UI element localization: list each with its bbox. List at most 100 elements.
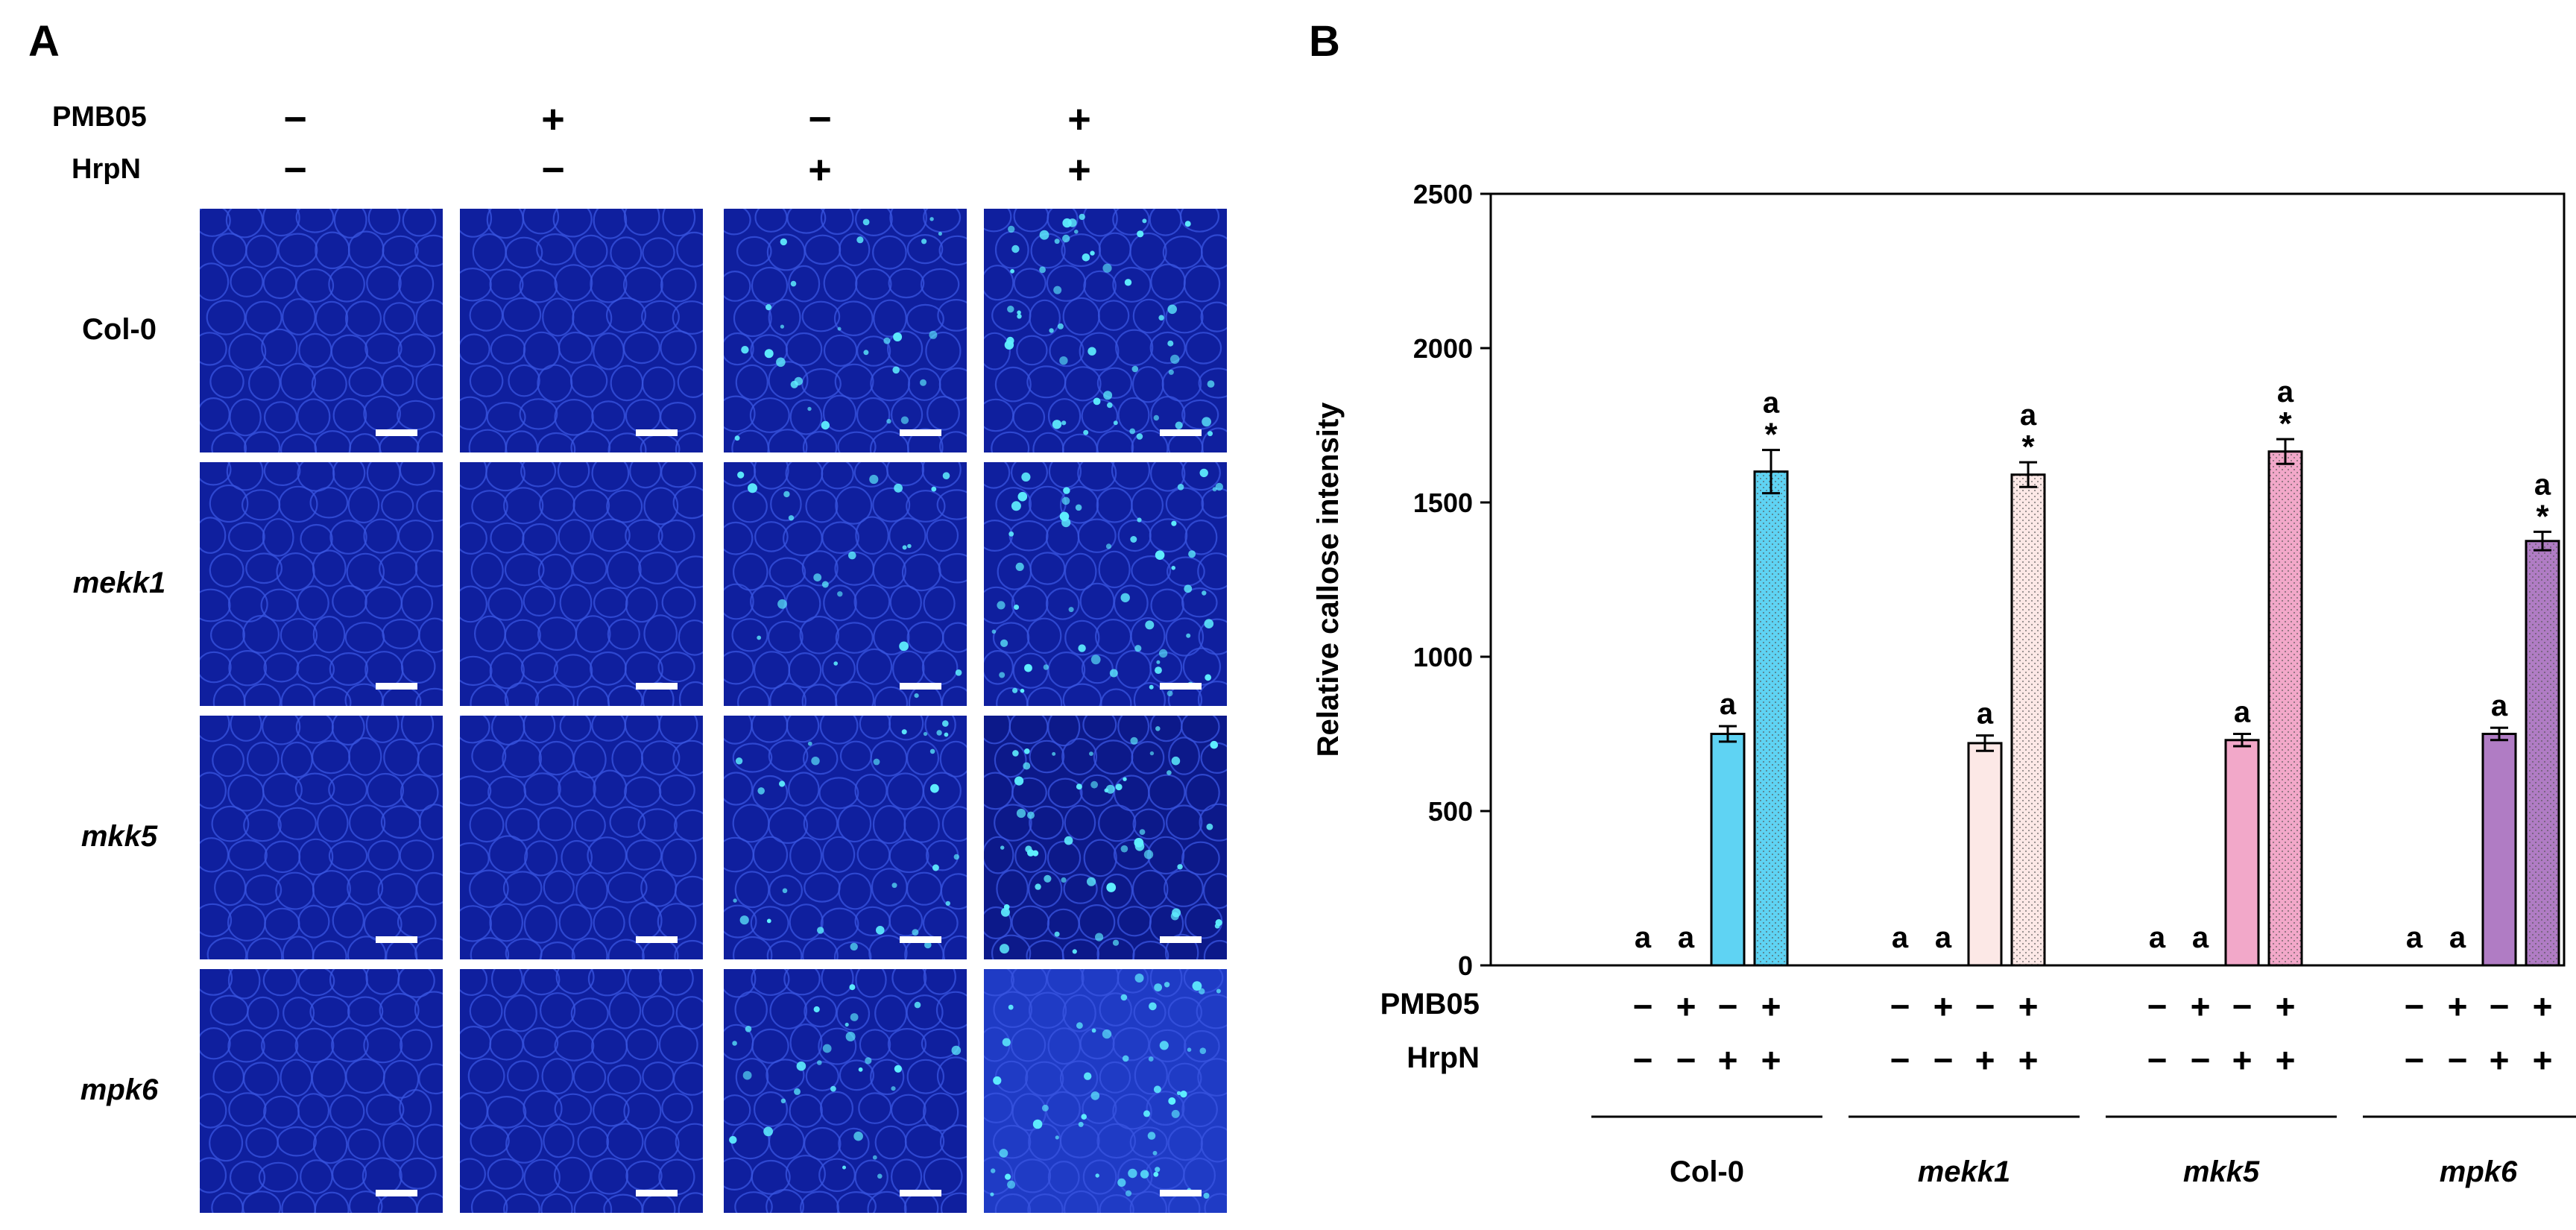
- significance-letter: a: [1977, 698, 1994, 731]
- scale-bar: [636, 429, 678, 436]
- micrograph-row-label-3: mkk5: [80, 819, 158, 853]
- treatment-sign-pmb05: +: [1761, 987, 1781, 1026]
- group-label-mkk5: mkk5: [2183, 1155, 2260, 1188]
- hrpn-sign-col-3: +: [808, 148, 832, 192]
- treatment-sign-pmb05: −: [1975, 987, 1995, 1026]
- treatment-sign-hrpn: +: [2232, 1041, 2253, 1079]
- scale-bar: [900, 936, 941, 943]
- scale-bar: [1160, 429, 1202, 436]
- bar-mekk1-3: [1967, 742, 2003, 967]
- treatment-sign-pmb05: −: [1890, 987, 1910, 1026]
- significance-letter: a: [2277, 376, 2294, 409]
- micrograph-2-4: [984, 462, 1227, 706]
- significance-letter: a: [1720, 688, 1737, 721]
- micrograph-4-3: [724, 969, 967, 1213]
- micrograph-2-3: [724, 462, 967, 706]
- micrograph-1-3: [724, 209, 967, 452]
- scale-bar: [636, 936, 678, 943]
- scale-bar: [900, 1190, 941, 1196]
- treatment-sign-hrpn: +: [2533, 1041, 2553, 1079]
- group-label-Col-0: Col-0: [1670, 1155, 1744, 1188]
- scale-bar: [376, 1190, 417, 1196]
- micrograph-4-1: [200, 969, 443, 1213]
- micrograph-1-2: [460, 209, 703, 452]
- micrograph-row-label-4: mpk6: [80, 1073, 159, 1106]
- scale-bar: [1160, 1190, 1202, 1196]
- hrpn-sign-col-2: −: [541, 148, 565, 192]
- scale-bar: [1160, 683, 1202, 690]
- significance-letter: a: [2192, 921, 2209, 954]
- micrograph-3-2: [460, 716, 703, 959]
- treatment-sign-pmb05: −: [1718, 987, 1738, 1026]
- significance-letter: a: [2234, 696, 2251, 729]
- y-axis-label: Relative callose intensity: [1312, 402, 1345, 757]
- treatment-sign-pmb05: +: [1933, 987, 1954, 1026]
- bar-Col-0-3: [1710, 733, 1746, 967]
- treatment-sign-hrpn: −: [1890, 1041, 1910, 1079]
- scale-bar: [376, 429, 417, 436]
- y-tick-label: 0: [1458, 950, 1473, 981]
- significance-letter: a: [1892, 921, 1909, 954]
- group-label-mekk1: mekk1: [1918, 1155, 2011, 1188]
- treatment-sign-pmb05: +: [2533, 987, 2553, 1026]
- significance-letter: a: [1935, 921, 1952, 954]
- scale-bar: [376, 683, 417, 690]
- treatment-sign-hrpn: −: [2405, 1041, 2425, 1079]
- bar-Col-0-4: [1753, 470, 1789, 967]
- hrpn-sign-col-1: −: [283, 148, 307, 192]
- bar-mpk6-3: [2481, 733, 2517, 967]
- micrograph-1-4: [984, 209, 1227, 452]
- y-tick-label: 500: [1428, 796, 1473, 827]
- treatment-sign-pmb05: −: [2405, 987, 2425, 1026]
- callose-bar-chart: 0 500 1000 1500 2000 2500 Relative callose int…: [1312, 179, 2576, 1188]
- treatment-sign-hrpn: −: [2147, 1041, 2168, 1079]
- significance-letter: a: [2534, 468, 2551, 501]
- bar-mkk5-4: [2267, 450, 2303, 967]
- micrograph-1-1: [200, 209, 443, 452]
- panel-a-label: A: [28, 17, 60, 66]
- treatment-sign-pmb05: −: [2490, 987, 2510, 1026]
- panel-b-label: B: [1309, 17, 1340, 66]
- treatment-sign-hrpn: −: [1676, 1041, 1696, 1079]
- hrpn-sign-col-4: +: [1067, 148, 1091, 192]
- bar-mkk5-3: [2224, 739, 2260, 967]
- y-tick-label: 1000: [1413, 642, 1473, 672]
- treatment-sign-hrpn: +: [2018, 1041, 2039, 1079]
- scale-bar: [376, 936, 417, 943]
- micrograph-2-2: [460, 462, 703, 706]
- significance-star: *: [2021, 429, 2035, 465]
- micrograph-4-4: [984, 969, 1227, 1213]
- significance-letter: a: [1678, 921, 1695, 954]
- pmb05-sign-col-3: −: [808, 97, 832, 142]
- significance-star: *: [2536, 498, 2549, 534]
- chart-pmb05-label: PMB05: [1380, 988, 1480, 1021]
- treatment-sign-hrpn: −: [1933, 1041, 1954, 1079]
- scale-bar: [900, 429, 941, 436]
- treatment-sign-pmb05: +: [2448, 987, 2468, 1026]
- treatment-sign-pmb05: +: [2018, 987, 2039, 1026]
- treatment-sign-hrpn: −: [2448, 1041, 2468, 1079]
- treatment-sign-pmb05: +: [1676, 987, 1696, 1026]
- micrograph-4-2: [460, 969, 703, 1213]
- treatment-sign-pmb05: −: [1633, 987, 1653, 1026]
- treatment-sign-hrpn: −: [2191, 1041, 2211, 1079]
- chart-hrpn-label: HrpN: [1407, 1041, 1480, 1074]
- group-label-mpk6: mpk6: [2440, 1155, 2518, 1188]
- scale-bar: [1160, 936, 1202, 943]
- significance-letter: a: [1763, 387, 1780, 420]
- scale-bar: [636, 683, 678, 690]
- significance-letter: a: [2491, 690, 2508, 722]
- significance-star: *: [2279, 406, 2292, 442]
- bar-mekk1-4: [2010, 473, 2046, 967]
- significance-star: *: [1764, 417, 1778, 453]
- micrograph-2-1: [200, 462, 443, 706]
- pmb05-sign-col-2: +: [541, 97, 565, 142]
- micrograph-row-label-2: mekk1: [72, 566, 166, 599]
- scale-bar: [900, 683, 941, 690]
- micrograph-row-label-1: Col-0: [82, 312, 157, 346]
- treatment-sign-hrpn: +: [2276, 1041, 2296, 1079]
- y-tick-label: 2500: [1413, 179, 1473, 209]
- treatment-sign-hrpn: +: [2490, 1041, 2510, 1079]
- scale-bar: [636, 1190, 678, 1196]
- treatment-sign-pmb05: +: [2191, 987, 2211, 1026]
